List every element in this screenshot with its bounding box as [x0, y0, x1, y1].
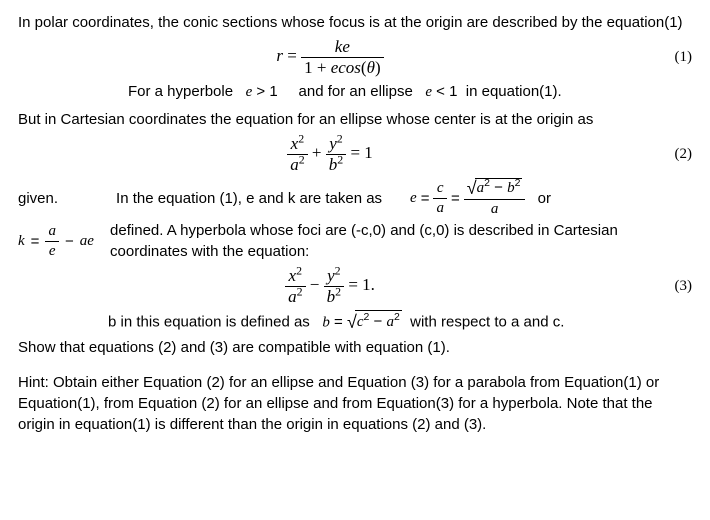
equation-1-row: r = ke 1 + ecos(θ) (1) [18, 37, 692, 77]
b-def-line: b in this equation is defined as b = √c2… [108, 310, 692, 335]
equation-2: x2 a2 + y2 b2 = 1 [18, 134, 642, 174]
cond-ellipse-text: and for an ellipse [299, 83, 413, 100]
equation-1-number: (1) [642, 47, 692, 68]
hint-paragraph: Hint: Obtain either Equation (2) for an … [18, 372, 692, 435]
equation-2-row: x2 a2 + y2 b2 = 1 (2) [18, 134, 692, 174]
cond-tail: in equation(1). [466, 83, 562, 100]
show-line: Show that equations (2) and (3) are comp… [18, 337, 692, 358]
intro-paragraph: In polar coordinates, the conic sections… [18, 12, 692, 33]
k-def-line: k = ae − ae defined. A hyperbola whose f… [18, 220, 692, 262]
b-def-post: with respect to a and c. [410, 314, 564, 331]
equation-2-number: (2) [642, 144, 692, 165]
equation-1: r = ke 1 + ecos(θ) [18, 37, 642, 77]
cond-ellipse-math: e [425, 84, 432, 100]
ek-text: In the equation (1), e and k are taken a… [116, 188, 382, 209]
equation-3-number: (3) [642, 276, 692, 297]
document-page: In polar coordinates, the conic sections… [0, 0, 710, 447]
cond-hyper-text: For a hyperbole [128, 83, 233, 100]
or-text: or [538, 188, 551, 209]
cond-hyper-math: e [246, 84, 253, 100]
k-def-text: defined. A hyperbola whose foci are (-c,… [110, 220, 692, 262]
ek-line: given. In the equation (1), e and k are … [18, 178, 692, 218]
cartesian-ellipse-intro: But in Cartesian coordinates the equatio… [18, 109, 692, 130]
condition-line: For a hyperbole e > 1 and for an ellipse… [128, 81, 692, 103]
equation-3-row: x2 a2 − y2 b2 = 1. (3) [18, 266, 692, 306]
equation-3: x2 a2 − y2 b2 = 1. [18, 266, 642, 306]
b-def-pre: b in this equation is defined as [108, 314, 310, 331]
